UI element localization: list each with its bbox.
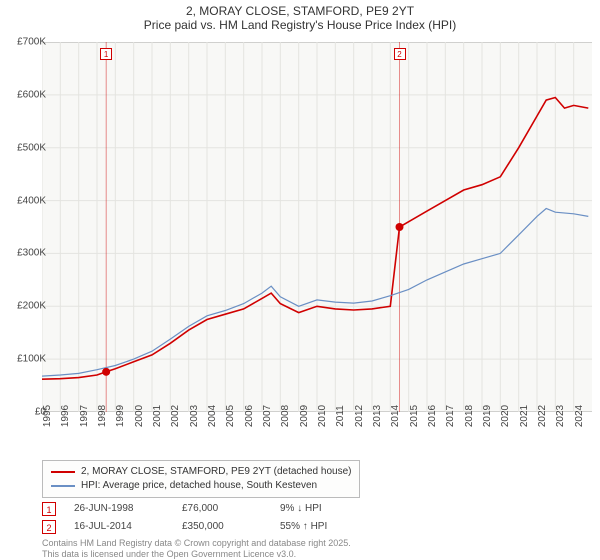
y-tick-label: £200K xyxy=(17,301,46,312)
sale-price: £76,000 xyxy=(182,500,262,518)
x-tick-label: 1999 xyxy=(115,405,126,427)
x-tick-label: 2023 xyxy=(555,405,566,427)
sale-badge: 2 xyxy=(42,520,56,534)
x-tick-label: 2011 xyxy=(335,405,346,427)
legend-row: HPI: Average price, detached house, Sout… xyxy=(51,479,351,493)
x-tick-label: 2009 xyxy=(299,405,310,427)
legend: 2, MORAY CLOSE, STAMFORD, PE9 2YT (detac… xyxy=(42,460,360,498)
x-tick-label: 2012 xyxy=(354,405,365,427)
chart-svg xyxy=(42,42,592,412)
legend-label: 2, MORAY CLOSE, STAMFORD, PE9 2YT (detac… xyxy=(81,465,351,479)
legend-swatch xyxy=(51,485,75,487)
y-tick-label: £100K xyxy=(17,354,46,365)
legend-swatch xyxy=(51,471,75,473)
chart-area xyxy=(42,42,592,412)
y-tick-label: £700K xyxy=(17,37,46,48)
x-tick-label: 1998 xyxy=(97,405,108,427)
title-address: 2, MORAY CLOSE, STAMFORD, PE9 2YT xyxy=(0,4,600,18)
sale-delta: 9% ↓ HPI xyxy=(280,500,322,518)
y-tick-label: £400K xyxy=(17,195,46,206)
x-tick-label: 2001 xyxy=(152,405,163,427)
sale-date: 16-JUL-2014 xyxy=(74,518,164,536)
sale-date: 26-JUN-1998 xyxy=(74,500,164,518)
sale-price: £350,000 xyxy=(182,518,262,536)
x-tick-label: 2003 xyxy=(189,405,200,427)
x-tick-label: 2013 xyxy=(372,405,383,427)
title-block: 2, MORAY CLOSE, STAMFORD, PE9 2YT Price … xyxy=(0,0,600,34)
x-tick-label: 2017 xyxy=(445,405,456,427)
x-tick-label: 2002 xyxy=(170,405,181,427)
x-tick-label: 1997 xyxy=(79,405,90,427)
sale-delta: 55% ↑ HPI xyxy=(280,518,327,536)
attribution: Contains HM Land Registry data © Crown c… xyxy=(42,538,351,560)
y-tick-label: £300K xyxy=(17,248,46,259)
x-tick-label: 2014 xyxy=(390,405,401,427)
x-tick-label: 2006 xyxy=(244,405,255,427)
chart-container: 2, MORAY CLOSE, STAMFORD, PE9 2YT Price … xyxy=(0,0,600,560)
attribution-line2: This data is licensed under the Open Gov… xyxy=(42,549,351,560)
x-tick-label: 1995 xyxy=(42,405,53,427)
x-tick-label: 2024 xyxy=(574,405,585,427)
sale-marker-badge: 2 xyxy=(394,48,406,60)
x-tick-label: 2005 xyxy=(225,405,236,427)
title-subtitle: Price paid vs. HM Land Registry's House … xyxy=(0,18,600,32)
x-tick-label: 2018 xyxy=(464,405,475,427)
legend-row: 2, MORAY CLOSE, STAMFORD, PE9 2YT (detac… xyxy=(51,465,351,479)
x-tick-label: 2007 xyxy=(262,405,273,427)
x-tick-label: 2021 xyxy=(519,405,530,427)
x-tick-label: 2000 xyxy=(134,405,145,427)
y-tick-label: £500K xyxy=(17,142,46,153)
x-tick-label: 1996 xyxy=(60,405,71,427)
x-tick-label: 2020 xyxy=(500,405,511,427)
sales-table: 1 26-JUN-1998 £76,000 9% ↓ HPI 2 16-JUL-2014 £… xyxy=(42,500,327,536)
sale-badge: 1 xyxy=(42,502,56,516)
x-tick-label: 2015 xyxy=(409,405,420,427)
sale-marker-badge: 1 xyxy=(100,48,112,60)
legend-label: HPI: Average price, detached house, Sout… xyxy=(81,479,317,493)
x-tick-label: 2004 xyxy=(207,405,218,427)
sale-row: 2 16-JUL-2014 £350,000 55% ↑ HPI xyxy=(42,518,327,536)
x-tick-label: 2010 xyxy=(317,405,328,427)
x-tick-label: 2016 xyxy=(427,405,438,427)
x-tick-label: 2022 xyxy=(537,405,548,427)
attribution-line1: Contains HM Land Registry data © Crown c… xyxy=(42,538,351,549)
y-tick-label: £600K xyxy=(17,89,46,100)
x-tick-label: 2019 xyxy=(482,405,493,427)
sale-row: 1 26-JUN-1998 £76,000 9% ↓ HPI xyxy=(42,500,327,518)
x-tick-label: 2008 xyxy=(280,405,291,427)
